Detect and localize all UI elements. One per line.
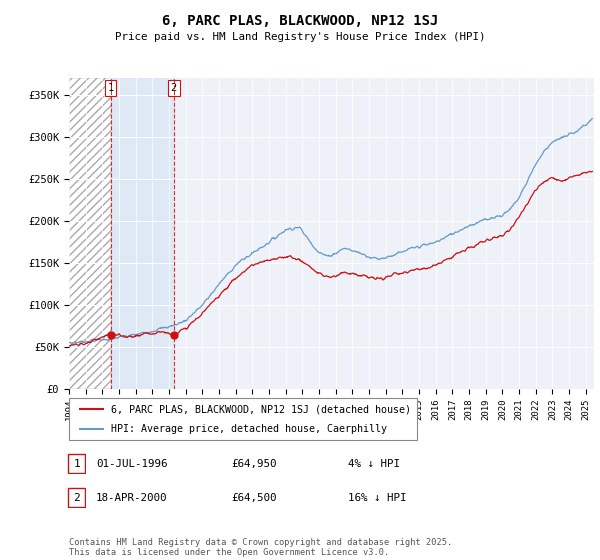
FancyBboxPatch shape bbox=[68, 488, 85, 507]
Text: 1: 1 bbox=[107, 83, 114, 93]
Text: 2: 2 bbox=[73, 493, 80, 503]
Text: 01-JUL-1996: 01-JUL-1996 bbox=[96, 459, 167, 469]
Text: £64,950: £64,950 bbox=[231, 459, 277, 469]
Text: 2: 2 bbox=[171, 83, 177, 93]
Text: Price paid vs. HM Land Registry's House Price Index (HPI): Price paid vs. HM Land Registry's House … bbox=[115, 32, 485, 43]
FancyBboxPatch shape bbox=[69, 398, 417, 440]
Text: £64,500: £64,500 bbox=[231, 493, 277, 503]
Text: 6, PARC PLAS, BLACKWOOD, NP12 1SJ (detached house): 6, PARC PLAS, BLACKWOOD, NP12 1SJ (detac… bbox=[111, 404, 411, 414]
Text: Contains HM Land Registry data © Crown copyright and database right 2025.
This d: Contains HM Land Registry data © Crown c… bbox=[69, 538, 452, 557]
FancyBboxPatch shape bbox=[68, 454, 85, 473]
Text: 4% ↓ HPI: 4% ↓ HPI bbox=[348, 459, 400, 469]
Text: 1: 1 bbox=[73, 459, 80, 469]
Bar bbox=[69, 78, 110, 389]
Text: 18-APR-2000: 18-APR-2000 bbox=[96, 493, 167, 503]
Bar bbox=[110, 78, 174, 389]
Text: 16% ↓ HPI: 16% ↓ HPI bbox=[348, 493, 407, 503]
Text: 6, PARC PLAS, BLACKWOOD, NP12 1SJ: 6, PARC PLAS, BLACKWOOD, NP12 1SJ bbox=[162, 14, 438, 28]
Text: HPI: Average price, detached house, Caerphilly: HPI: Average price, detached house, Caer… bbox=[111, 424, 387, 434]
